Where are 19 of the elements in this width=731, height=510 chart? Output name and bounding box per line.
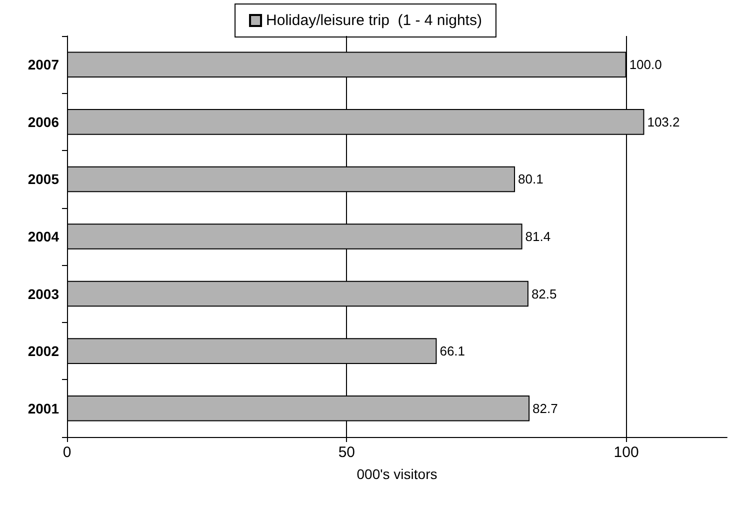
x-axis-title: 000's visitors	[356, 466, 438, 482]
y-tick-label: 2001	[28, 400, 60, 416]
data-label: 82.7	[532, 400, 558, 416]
data-label: 103.2	[647, 114, 680, 130]
data-label: 81.4	[525, 229, 551, 244]
y-tick-label: 2003	[28, 286, 60, 302]
legend-label: Holiday/leisure trip (1 - 4 nights)	[266, 12, 482, 29]
data-label: 82.5	[531, 286, 557, 302]
data-label: 66.1	[440, 344, 466, 359]
data-label: 80.1	[518, 172, 544, 187]
y-tick-label: 2005	[28, 171, 60, 188]
x-tick-label: 50	[338, 444, 356, 461]
y-tick-label: 2007	[28, 56, 60, 73]
y-tick-label: 2006	[28, 114, 60, 130]
y-tick-label: 2004	[28, 228, 60, 244]
data-label: 100.0	[629, 57, 662, 72]
x-tick-label: 0	[62, 444, 72, 461]
y-tick-label: 2002	[28, 343, 60, 360]
x-tick-label: 100	[614, 444, 639, 461]
